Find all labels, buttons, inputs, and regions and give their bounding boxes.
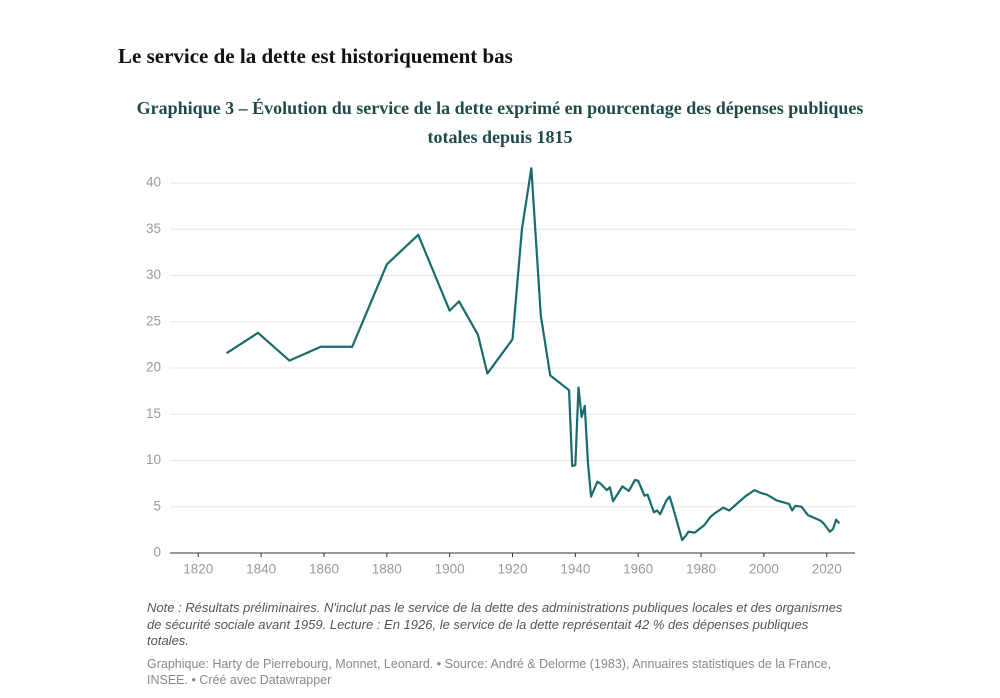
y-tick-label: 40 <box>146 175 161 190</box>
y-tick-label: 5 <box>153 498 161 513</box>
line <box>225 167 841 542</box>
y-tick-label: 25 <box>146 313 161 328</box>
y-tick-label: 10 <box>146 452 161 467</box>
y-tick-label: 15 <box>146 406 161 421</box>
x-tick-label: 1840 <box>246 562 276 577</box>
x-tick-label: 1860 <box>309 562 339 577</box>
x-tick-label: 1920 <box>497 562 527 577</box>
y-tick-label: 20 <box>146 360 161 375</box>
x-tick-label: 2020 <box>812 562 842 577</box>
x-tick-label: 1960 <box>623 562 653 577</box>
x-tick-label: 1820 <box>183 562 213 577</box>
source: Graphique: Harty de Pierrebourg, Monnet,… <box>147 657 831 687</box>
y-tick-label: 30 <box>146 267 161 282</box>
y-tick-label: 0 <box>153 545 161 560</box>
chart-title: Graphique 3 – Évolution du service de la… <box>136 98 864 147</box>
x-tick-label: 1980 <box>686 562 716 577</box>
y-tick-label: 35 <box>146 221 161 236</box>
x-tick-label: 1940 <box>560 562 590 577</box>
x-tick-label: 1900 <box>435 562 465 577</box>
note: Note : Résultats préliminaires. N'inclut… <box>147 600 843 648</box>
x-tick-label: 1880 <box>372 562 402 577</box>
x-tick-label: 2000 <box>749 562 779 577</box>
heading: Le service de la dette est historiquemen… <box>118 44 513 68</box>
